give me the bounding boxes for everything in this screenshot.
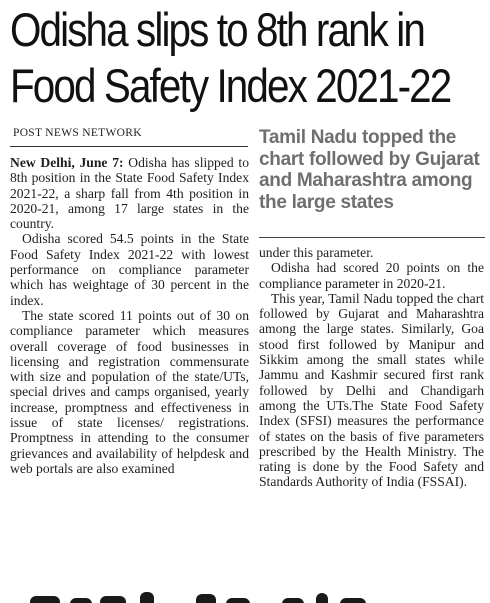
- article-paragraph-1-text: Odisha has slipped to 8th position in th…: [10, 155, 249, 232]
- article-paragraph-2: Odisha scored 54.5 points in the State F…: [10, 231, 249, 308]
- pull-quote: Tamil Nadu topped the chart followed by …: [259, 127, 480, 213]
- article-column-right: under this parameter. Odisha had scored …: [259, 245, 484, 490]
- dateline: New Delhi, June 7:: [10, 155, 124, 170]
- article-column-left: New Delhi, June 7: Odisha has slipped to…: [10, 155, 249, 476]
- article-paragraph-3-continued: under this parameter.: [259, 245, 374, 260]
- next-headline-fragment: [0, 590, 490, 603]
- article-paragraph-4: Odisha had scored 20 points on the compl…: [259, 260, 484, 291]
- headline-line-2: Food Safety Index 2021-22: [10, 59, 452, 112]
- article-paragraph-3: The state scored 11 points out of 30 on …: [10, 307, 249, 476]
- headline-line-1: Odisha slips to 8th rank in: [10, 3, 426, 56]
- headline: Odisha slips to 8th rank in Food Safety …: [10, 2, 452, 114]
- byline: POST NEWS NETWORK: [13, 127, 142, 139]
- pull-quote-divider: [259, 237, 485, 238]
- article-paragraph-1: New Delhi, June 7: Odisha has slipped to…: [10, 155, 249, 231]
- article-paragraph-5: This year, Tamil Nadu topped the chart f…: [259, 290, 484, 490]
- byline-divider: [10, 146, 248, 147]
